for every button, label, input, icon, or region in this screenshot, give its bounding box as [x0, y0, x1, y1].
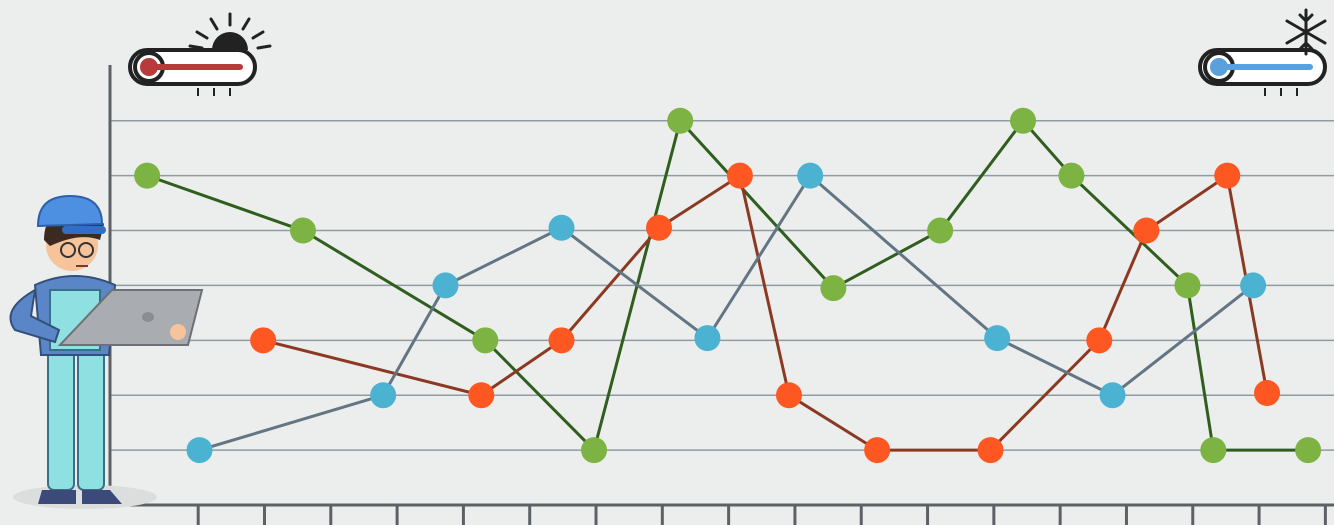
data-point [775, 382, 802, 409]
data-point [370, 382, 397, 409]
data-point [468, 382, 495, 409]
data-point [432, 272, 459, 299]
cold-thermometer-icon [1198, 8, 1327, 96]
series-line [146, 117, 1309, 454]
series-line [262, 173, 1269, 452]
data-point [1214, 162, 1241, 189]
data-point [1240, 272, 1267, 299]
data-point [548, 327, 575, 354]
data-point [820, 275, 847, 302]
worker-illustration [9, 194, 204, 509]
x-ticks [196, 505, 1327, 525]
data-point [726, 162, 753, 189]
data-point [134, 162, 161, 189]
data-point [1058, 162, 1085, 189]
data-point [548, 214, 575, 241]
data-point [1254, 380, 1281, 407]
data-point [646, 214, 673, 241]
data-point [1200, 437, 1227, 464]
data-point [984, 325, 1011, 352]
data-point [1010, 107, 1037, 134]
data-point [1133, 217, 1160, 244]
data-point [289, 217, 316, 244]
data-point [1086, 327, 1113, 354]
data-point [250, 327, 277, 354]
data-point [667, 107, 694, 134]
data-point [977, 437, 1004, 464]
data-point [927, 217, 954, 244]
plot [134, 107, 1322, 464]
data-point [186, 437, 213, 464]
data-point [472, 327, 499, 354]
data-point [1099, 382, 1126, 409]
data-point [1295, 437, 1322, 464]
data-point [581, 437, 608, 464]
hot-thermometer-icon [128, 12, 272, 96]
data-point [797, 162, 824, 189]
data-point [864, 437, 891, 464]
grid [110, 119, 1334, 451]
data-point [694, 325, 721, 352]
data-point [1174, 272, 1201, 299]
